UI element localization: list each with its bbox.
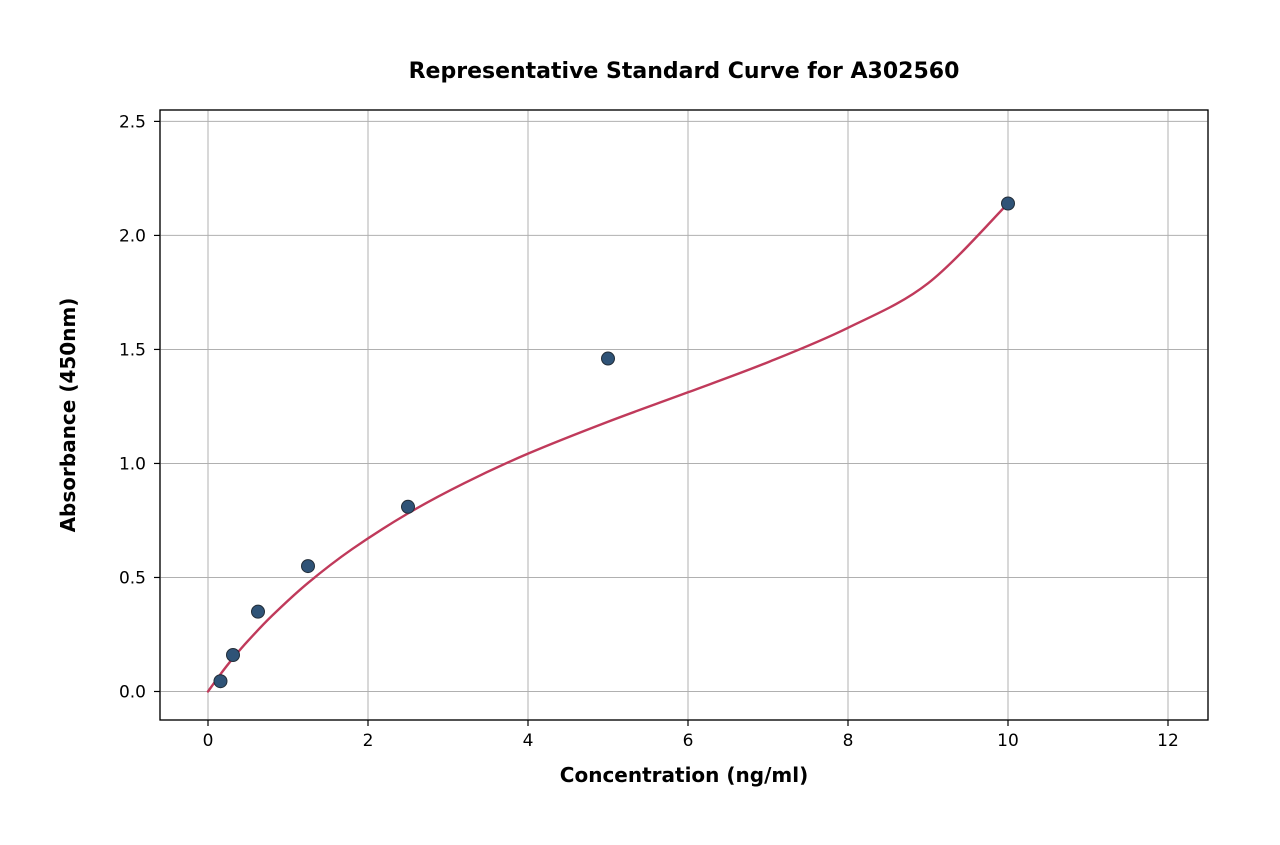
chart-title: Representative Standard Curve for A30256… [409,59,960,84]
xtick-label: 12 [1157,731,1179,751]
data-point [402,500,415,513]
ytick-label: 2.0 [119,226,146,246]
xtick-label: 6 [683,731,694,751]
ytick-label: 1.5 [119,340,146,360]
chart-container: 0 2 4 6 8 10 12 0.0 0.5 1.0 1.5 2.0 2.5 Representativ… [0,0,1280,845]
ytick-label: 1.0 [119,454,146,474]
x-axis-label: Concentration (ng/ml) [560,763,808,787]
data-point [214,675,227,688]
xtick-label: 10 [997,731,1019,751]
xtick-label: 0 [203,731,214,751]
data-point [227,649,240,662]
xtick-label: 8 [843,731,854,751]
data-point [1002,197,1015,210]
ytick-label: 0.0 [119,682,146,702]
chart-svg: 0 2 4 6 8 10 12 0.0 0.5 1.0 1.5 2.0 2.5 Representativ… [0,0,1280,845]
xtick-label: 4 [523,731,534,751]
y-axis-label: Absorbance (450nm) [56,298,80,533]
ytick-label: 0.5 [119,568,146,588]
ytick-label: 2.5 [119,112,146,132]
plot-area [160,110,1208,720]
data-point [302,560,315,573]
data-point [602,352,615,365]
data-point [252,605,265,618]
xtick-label: 2 [363,731,374,751]
